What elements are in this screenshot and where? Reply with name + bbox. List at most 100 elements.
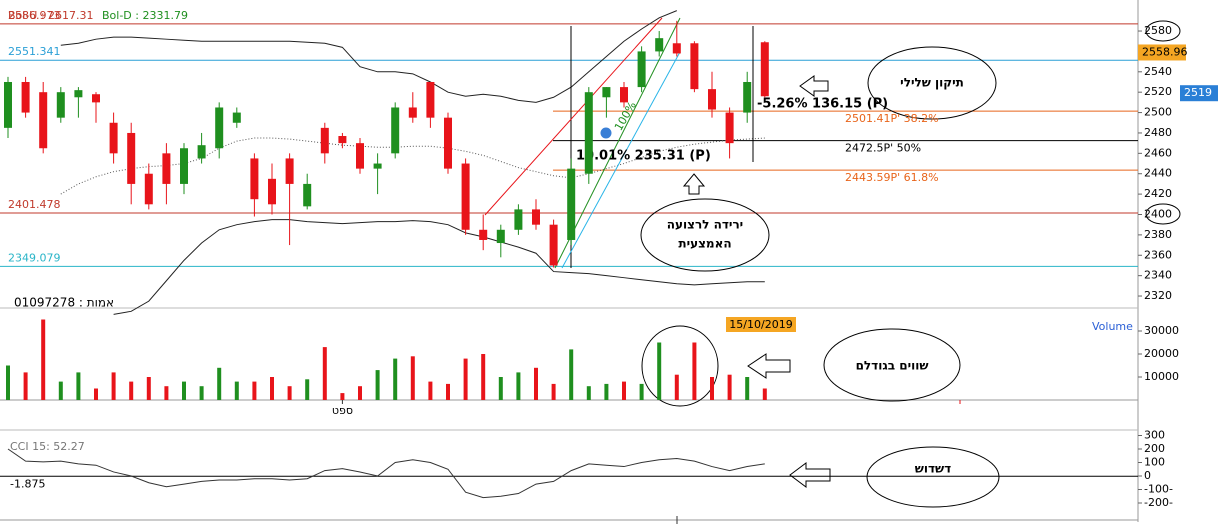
volume-bar xyxy=(322,347,327,400)
candle-body xyxy=(109,122,118,154)
callout-ellipse xyxy=(823,328,961,402)
y-tick-label: 300 xyxy=(1144,429,1165,442)
fib-label: 2472.5P' 50% xyxy=(845,142,921,155)
volume-bar xyxy=(710,376,714,400)
bollinger-upper xyxy=(60,10,677,103)
volume-bar xyxy=(146,376,151,400)
volume-bar xyxy=(727,374,732,400)
trend-line xyxy=(561,51,681,269)
cci-label: CCI 15: 52.27 xyxy=(10,440,85,453)
callout-ellipse xyxy=(641,325,719,407)
volume-label: Volume xyxy=(1092,320,1133,333)
callout-arrow xyxy=(682,173,706,195)
legend-entry: Bol-D : 2331.79 xyxy=(102,9,188,22)
trend-line xyxy=(484,17,663,216)
candle-body xyxy=(690,43,699,90)
candle-body xyxy=(655,38,664,52)
volume-bar xyxy=(76,372,81,400)
volume-bar xyxy=(287,386,292,400)
volume-bar xyxy=(586,386,591,400)
price-tag-label: 2519 xyxy=(1184,86,1212,99)
volume-bar xyxy=(182,381,186,400)
y-tick-label: 2540 xyxy=(1144,65,1172,78)
candle-body xyxy=(760,42,769,97)
candle-body xyxy=(708,89,716,110)
legend-entry: Bol-U : 2617.31 xyxy=(8,9,94,22)
callout-arrow xyxy=(799,75,829,97)
y-tick-label: 2460 xyxy=(1144,146,1172,159)
volume-bar xyxy=(23,372,28,400)
volume-bar xyxy=(551,383,556,400)
y-tick-label: 30000 xyxy=(1144,324,1179,337)
price-tag-label: 2558.96 xyxy=(1142,45,1188,58)
volume-bar xyxy=(358,386,362,400)
rise-label: 10.01% 235.31 (P) xyxy=(576,149,711,164)
y-tick-label: 2320 xyxy=(1144,289,1172,302)
volume-bar xyxy=(604,383,609,400)
candle-body xyxy=(373,163,382,169)
volume-bar xyxy=(393,358,398,400)
candle-body xyxy=(39,92,48,149)
volume-bar xyxy=(516,372,521,400)
fall-label: -5.26% 136.15 (P) xyxy=(757,97,888,112)
volume-bar xyxy=(534,367,538,400)
candle-body xyxy=(74,90,83,98)
fib-label: 2501.41P' 38.2% xyxy=(845,112,939,125)
date-label: 15/10/2019 xyxy=(729,318,792,331)
candle-body xyxy=(408,107,417,118)
volume-bar xyxy=(111,372,116,400)
volume-bar xyxy=(199,386,204,400)
volume-bar xyxy=(762,388,767,400)
volume-bar xyxy=(745,376,750,400)
volume-bar xyxy=(305,379,310,400)
candle-body xyxy=(144,173,153,205)
y-tick-label: 2520 xyxy=(1144,85,1172,98)
volume-bar xyxy=(446,383,450,400)
volume-bar xyxy=(340,393,345,400)
candle-body xyxy=(620,87,628,103)
candle-body xyxy=(127,132,136,184)
volume-bar xyxy=(94,388,98,400)
info-icon[interactable] xyxy=(599,126,613,140)
trend-line xyxy=(554,17,681,269)
y-tick-label: 200 xyxy=(1144,442,1165,455)
y-tick-label: 2400 xyxy=(1144,207,1172,220)
candle-body xyxy=(514,209,523,230)
candle-body xyxy=(637,51,646,88)
volume-bar xyxy=(657,342,662,400)
volume-bar xyxy=(569,349,574,400)
y-tick-label: 2420 xyxy=(1144,187,1172,200)
candle-body xyxy=(743,81,752,113)
candle-body xyxy=(602,87,611,98)
y-tick-label: 0 xyxy=(1144,469,1151,482)
candle-body xyxy=(532,209,540,225)
volume-bar xyxy=(58,381,63,400)
volume-bar xyxy=(692,342,697,400)
volume-bar xyxy=(6,365,10,400)
y-tick-label: 2580 xyxy=(1144,24,1172,37)
callout-ellipse xyxy=(867,46,997,120)
candle-body xyxy=(162,153,171,184)
candle-body xyxy=(567,168,576,240)
volume-bar xyxy=(41,319,46,400)
candle-body xyxy=(232,112,241,123)
callout-text: דשדוש xyxy=(915,462,951,476)
price-tag xyxy=(1180,85,1218,102)
callout-text: ירידה לרצועה xyxy=(667,218,743,232)
candle-body xyxy=(285,158,294,184)
volume-bar xyxy=(252,381,257,400)
y-tick-label: 20000 xyxy=(1144,347,1179,360)
candle-body xyxy=(496,229,505,244)
candle-body xyxy=(197,145,206,159)
candle-body xyxy=(584,92,593,174)
candle-body xyxy=(320,127,329,154)
volume-bar xyxy=(375,370,380,400)
callout-arrow xyxy=(789,462,831,488)
candle-body xyxy=(180,148,188,184)
callout-text: שווים בגודלם xyxy=(856,359,929,373)
candle-body xyxy=(268,178,276,205)
y-tick-label: -100- xyxy=(1144,482,1173,495)
cci-level-label: -1.875 xyxy=(10,477,45,490)
y-tick-label: 100 xyxy=(1144,456,1165,469)
